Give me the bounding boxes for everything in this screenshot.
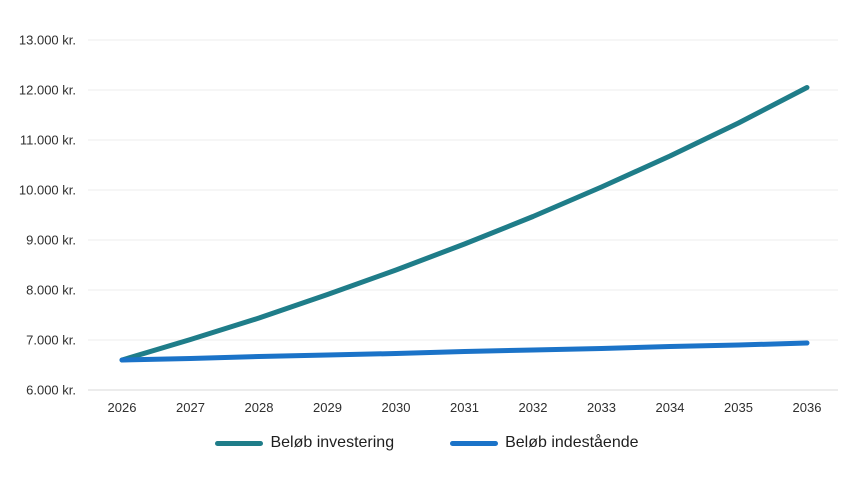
legend-label-indestaaende: Beløb indestående	[505, 434, 639, 451]
legend-swatch-investering-line	[215, 440, 264, 446]
y-axis-tick-label: 11.000 kr.	[20, 133, 76, 148]
y-axis-tick-label: 6.000 kr.	[26, 383, 76, 398]
x-axis-tick-label: 2032	[519, 400, 548, 415]
y-axis-tick-label: 13.000 kr.	[19, 33, 76, 48]
legend-item-indestaaende: Beløb indestående	[450, 434, 639, 452]
x-axis-tick-label: 2030	[382, 400, 411, 415]
x-axis-tick-label: 2035	[724, 400, 753, 415]
series-line-1	[119, 340, 810, 363]
line-chart: 6.000 kr. 7.000 kr. 8.000 kr. 9.000 kr. 10.0…	[19, 33, 838, 415]
series-line-0	[119, 85, 810, 363]
y-axis-tick-label: 12.000 kr.	[19, 83, 76, 98]
legend-item-investering: Beløb investering	[215, 434, 394, 452]
x-axis-tick-label: 2028	[245, 400, 274, 415]
y-axis-tick-label: 7.000 kr.	[26, 333, 76, 348]
legend-label-investering: Beløb investering	[270, 434, 395, 451]
y-axis-tick-label: 8.000 kr.	[26, 283, 76, 298]
x-axis-tick-label: 2026	[108, 400, 137, 415]
x-axis-tick-label: 2031	[450, 400, 479, 415]
x-axis-tick-label: 2033	[587, 400, 616, 415]
x-axis-tick-label: 2027	[176, 400, 205, 415]
x-axis-tick-label: 2034	[656, 400, 685, 415]
y-axis-tick-label: 9.000 kr.	[26, 233, 76, 248]
legend: Beløb investering Beløb indestående	[0, 420, 854, 480]
x-axis-tick-label: 2036	[793, 400, 822, 415]
y-axis-tick-label: 10.000 kr.	[19, 183, 76, 198]
x-axis-tick-label: 2029	[313, 400, 342, 415]
legend-swatch-indestaaende-line	[450, 440, 499, 446]
